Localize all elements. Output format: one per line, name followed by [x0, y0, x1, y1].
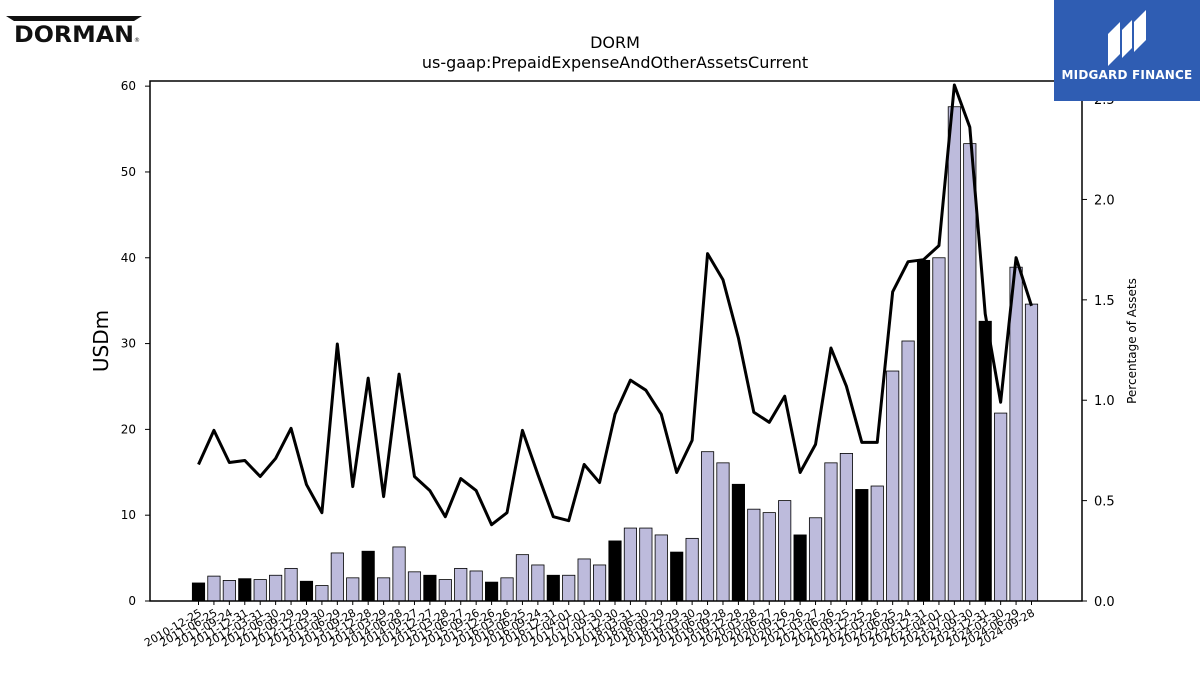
- y2-tick-label: 1.5: [1094, 294, 1115, 309]
- bar-2019-06-29: [700, 451, 715, 602]
- bar-2016-09-24: [531, 564, 545, 602]
- bar-2023-04-01: [932, 257, 946, 602]
- bar-2021-03-27: [808, 517, 823, 602]
- bar-2022-09-24: [901, 340, 915, 602]
- bar-2013-09-28: [346, 577, 360, 602]
- bar-2011-06-25: [207, 575, 221, 602]
- bar-2021-06-26: [824, 462, 838, 602]
- bar-2017-12-30: [608, 540, 622, 602]
- y-axis-label: USDm: [89, 310, 113, 372]
- dorman-logo: DORMAN ®: [4, 12, 144, 48]
- bar-2022-06-25: [886, 370, 900, 602]
- bar-2023-07-01: [947, 106, 961, 602]
- midgard-finance-label: MIDGARD FINANCE: [1061, 68, 1193, 82]
- bar-2015-09-26: [469, 570, 483, 602]
- bar-2014-12-27: [423, 574, 437, 602]
- chart-subtitle: us-gaap:PrepaidExpenseAndOtherAssetsCurr…: [422, 53, 808, 72]
- y2-tick-label: 2.0: [1094, 193, 1115, 208]
- bar-2020-03-28: [747, 508, 761, 602]
- bar-2012-09-29: [284, 567, 298, 602]
- bar-2021-09-25: [839, 453, 853, 602]
- bar-2018-09-29: [654, 534, 668, 602]
- bar-2015-12-26: [485, 581, 499, 602]
- y-tick-label: 30: [121, 337, 136, 351]
- bar-2018-06-30: [639, 527, 653, 602]
- bar-2015-03-28: [438, 579, 452, 602]
- bar-2023-12-31: [978, 320, 992, 602]
- bar-2013-06-29: [330, 552, 344, 602]
- y2-tick-label: 1.0: [1094, 394, 1115, 409]
- bar-2022-12-31: [916, 259, 931, 602]
- bars-layer: [191, 106, 1039, 602]
- y-tick-label: 40: [121, 251, 136, 265]
- bar-2023-09-30: [963, 143, 977, 602]
- bar-2018-03-31: [623, 527, 638, 602]
- bar-2011-09-24: [222, 580, 236, 602]
- bar-2020-12-26: [793, 534, 807, 602]
- bar-2017-04-01: [562, 574, 576, 602]
- bar-2011-12-31: [238, 578, 252, 602]
- bar-2017-07-01: [577, 558, 591, 602]
- chart-title: DORM: [590, 33, 640, 52]
- bar-2012-12-29: [299, 580, 314, 602]
- midgard-logo-icon: [1108, 10, 1146, 66]
- y-tick-label: 60: [121, 79, 136, 93]
- midgard-finance-badge: MIDGARD FINANCE: [1054, 0, 1200, 101]
- bar-2017-09-30: [593, 564, 607, 602]
- bar-2014-03-29: [377, 577, 391, 602]
- bar-2016-03-26: [500, 577, 514, 602]
- bar-2012-06-30: [269, 574, 283, 602]
- line-layer: [197, 83, 1033, 527]
- x-axis: 2010-12-252011-06-252011-09-242011-12-31…: [142, 601, 1037, 650]
- y-tick-label: 0: [128, 594, 136, 608]
- bar-2014-06-28: [392, 546, 406, 602]
- bar-2012-03-31: [253, 579, 267, 602]
- bar-2013-12-28: [361, 550, 375, 602]
- y2-axis-label: Percentage of Assets: [1125, 278, 1139, 404]
- svg-text:®: ®: [134, 37, 140, 44]
- bar-2020-09-26: [778, 500, 792, 602]
- bar-2021-12-25: [855, 489, 869, 602]
- y-tick-label: 10: [121, 508, 136, 522]
- bar-2016-12-31: [546, 574, 560, 602]
- bar-2016-06-25: [515, 554, 530, 602]
- bar-2022-03-26: [870, 485, 884, 602]
- bar-2018-12-29: [670, 551, 684, 602]
- dorman-wordmark: DORMAN: [14, 23, 134, 46]
- bar-2019-09-28: [716, 462, 730, 602]
- y-tick-label: 50: [121, 165, 136, 179]
- bar-2014-09-27: [407, 571, 422, 602]
- bar-2019-03-30: [685, 537, 699, 602]
- bar-2019-12-28: [731, 483, 745, 602]
- plot-frame: [149, 80, 1083, 602]
- bar-2020-06-27: [762, 512, 776, 602]
- y-axis-left: 0 10 20 30 40 50 60: [121, 79, 150, 608]
- y-axis-right: 0.00.51.01.52.02.5: [1082, 93, 1115, 610]
- bar-2010-12-25: [191, 582, 206, 602]
- y-tick-label: 20: [121, 422, 136, 436]
- bar-2024-09-28: [1024, 303, 1039, 602]
- bar-2024-06-29: [1009, 266, 1023, 602]
- percentage-line: [197, 83, 1033, 527]
- y2-tick-label: 0.0: [1094, 595, 1115, 610]
- y2-tick-label: 0.5: [1094, 495, 1115, 510]
- bar-2013-03-30: [315, 585, 329, 602]
- bar-2024-03-30: [994, 412, 1008, 602]
- bar-2015-06-27: [454, 567, 468, 602]
